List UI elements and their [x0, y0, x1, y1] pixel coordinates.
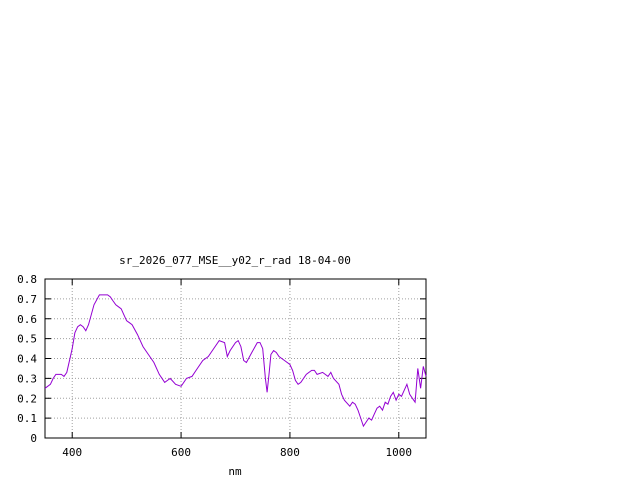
axis-ticks — [45, 278, 426, 439]
chart-title: sr_2026_077_MSE__y02_r_rad 18-04-00 — [119, 254, 351, 267]
y-tick-label: 0.8 — [17, 273, 37, 286]
grid-lines — [45, 279, 426, 438]
x-tick-label: 600 — [171, 446, 191, 459]
y-tick-label: 0.1 — [17, 412, 37, 425]
y-tick-label: 0 — [30, 432, 37, 445]
y-tick-label: 0.6 — [17, 313, 37, 326]
radiance-line — [44, 294, 427, 428]
x-tick-label: 1000 — [386, 446, 413, 459]
tick-labels: 0 0.1 0.2 0.3 0.4 0.5 0.6 0.7 0.8 400 600 800 1000 — [17, 273, 412, 459]
y-tick-label: 0.2 — [17, 392, 37, 405]
y-tick-label: 0.5 — [17, 333, 37, 346]
y-tick-label: 0.4 — [17, 353, 37, 366]
y-tick-label: 0.7 — [17, 293, 37, 306]
x-tick-label: 400 — [62, 446, 82, 459]
y-tick-label: 0.3 — [17, 372, 37, 385]
x-axis-label: nm — [228, 465, 242, 478]
x-tick-label: 800 — [280, 446, 300, 459]
